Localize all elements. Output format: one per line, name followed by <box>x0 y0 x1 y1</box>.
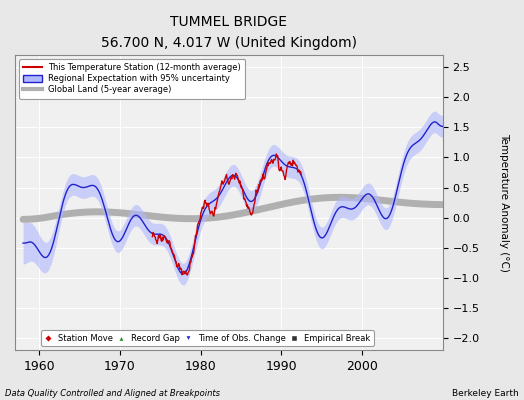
Text: Data Quality Controlled and Aligned at Breakpoints: Data Quality Controlled and Aligned at B… <box>5 389 220 398</box>
Title: TUMMEL BRIDGE
56.700 N, 4.017 W (United Kingdom): TUMMEL BRIDGE 56.700 N, 4.017 W (United … <box>101 15 357 50</box>
Text: Berkeley Earth: Berkeley Earth <box>452 389 519 398</box>
Legend: Station Move, Record Gap, Time of Obs. Change, Empirical Break: Station Move, Record Gap, Time of Obs. C… <box>41 330 374 346</box>
Y-axis label: Temperature Anomaly (°C): Temperature Anomaly (°C) <box>499 133 509 272</box>
